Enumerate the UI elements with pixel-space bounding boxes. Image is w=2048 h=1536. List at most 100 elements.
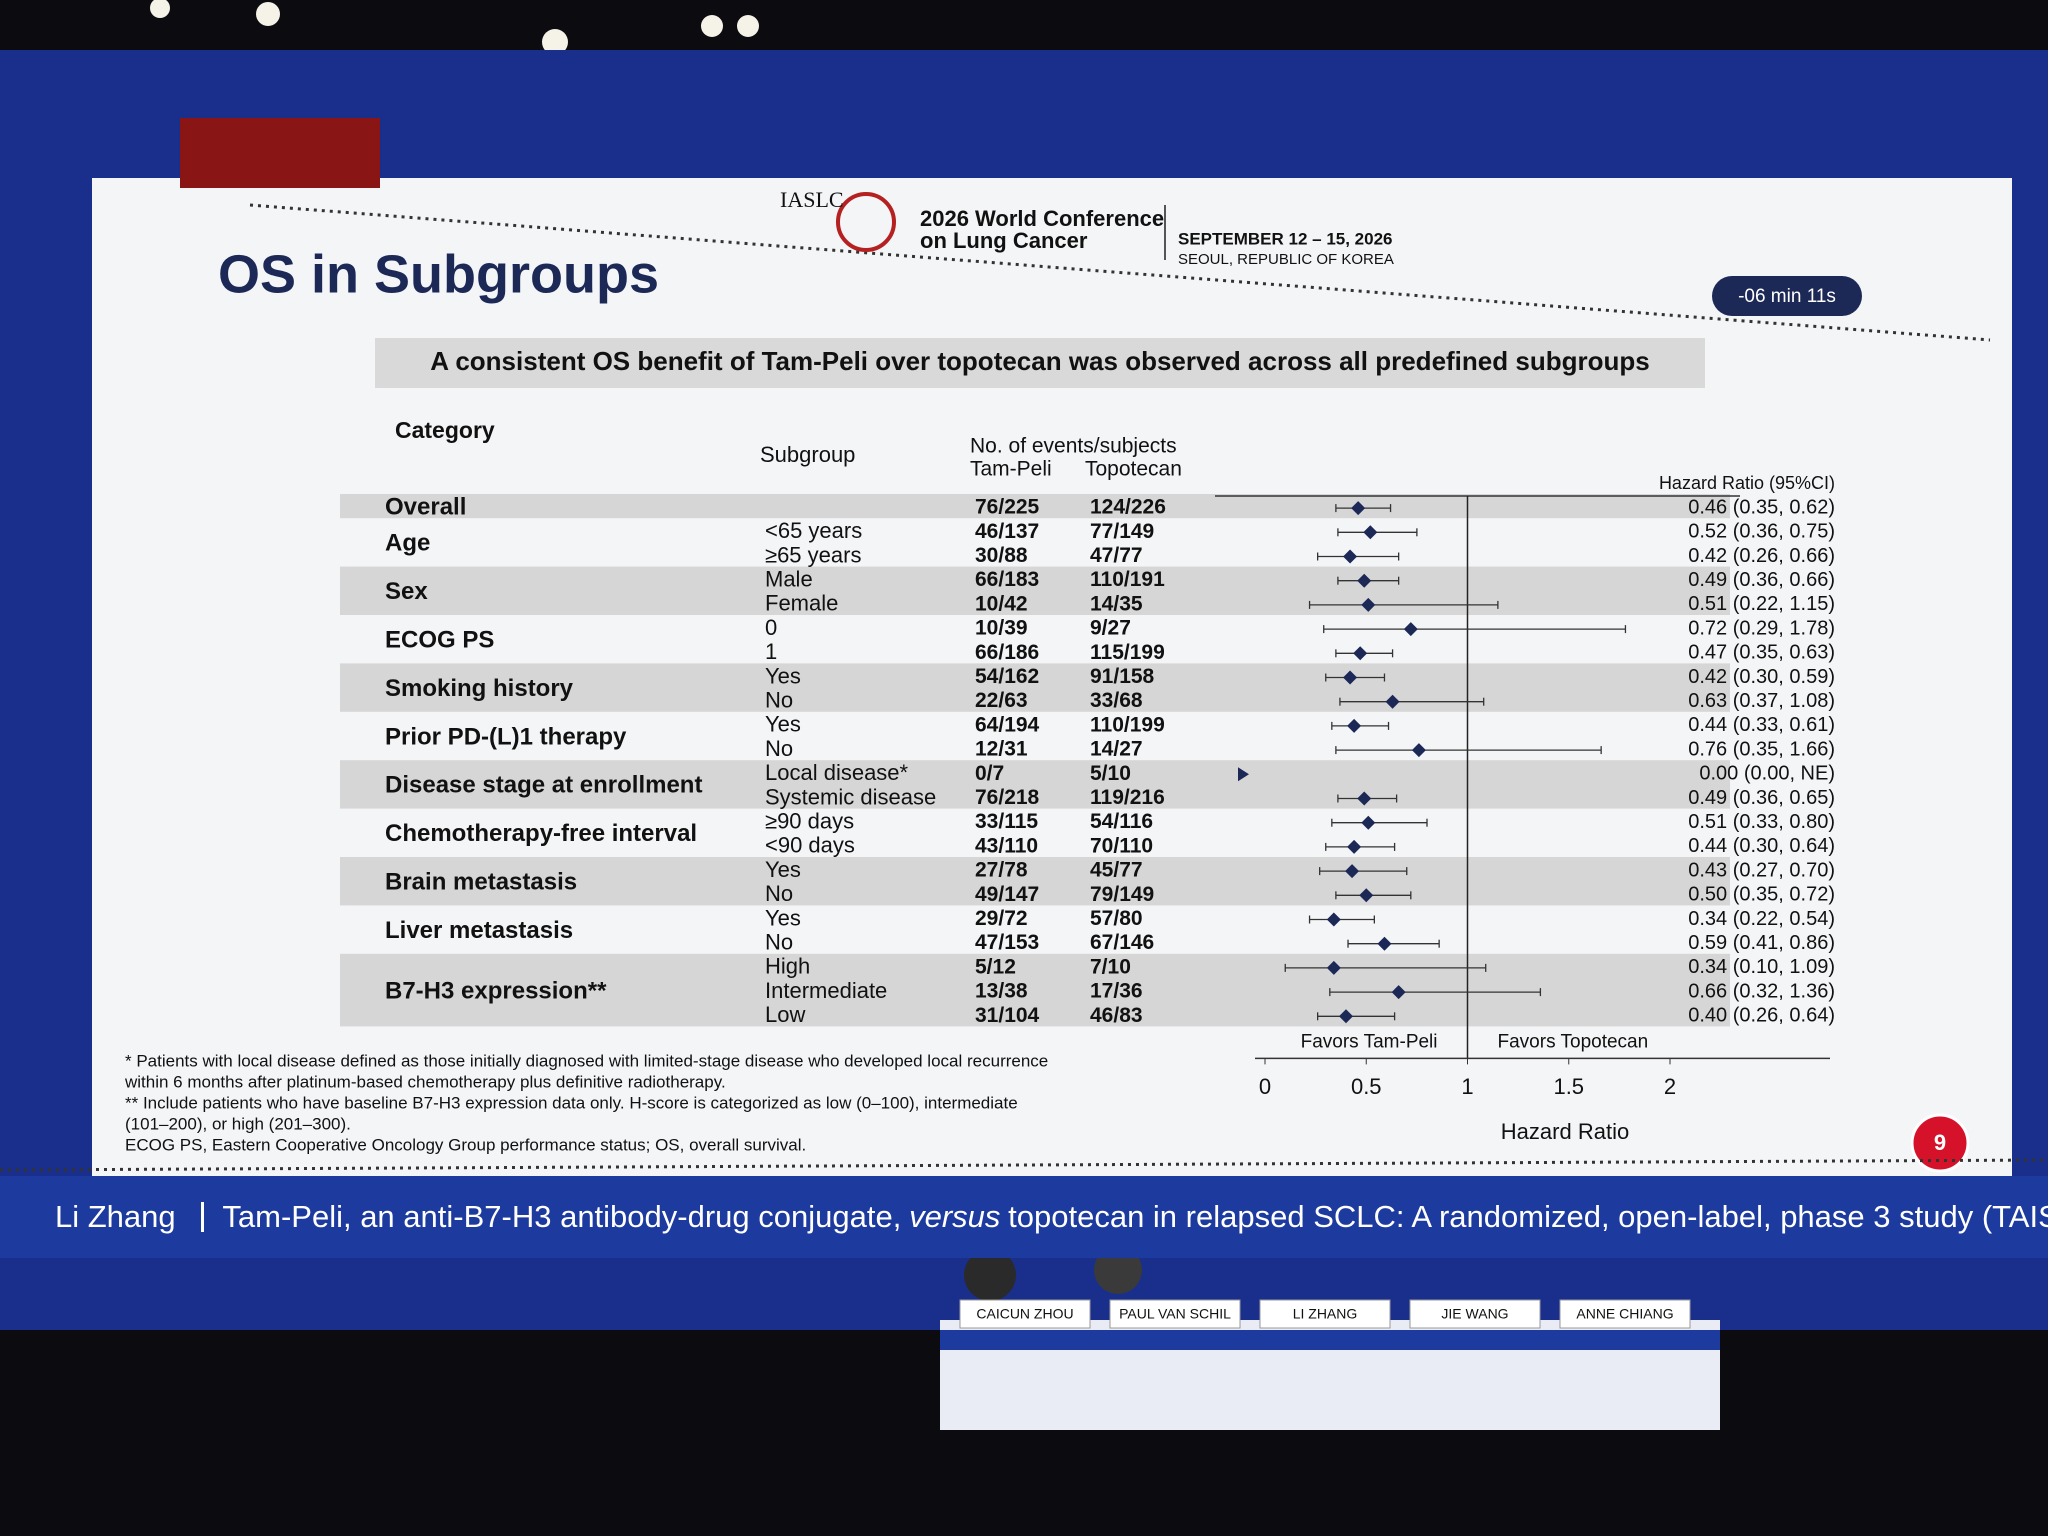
arm2-events: 124/226 (1090, 496, 1166, 519)
subgroup-label: Local disease* (765, 760, 909, 785)
footer-banner: Li Zhang Tam-Peli, an anti-B7-H3 antibod… (0, 1176, 2048, 1258)
arm2-events: 91/158 (1090, 665, 1155, 688)
hr-marker (1238, 767, 1249, 782)
arm2-events: 5/10 (1090, 762, 1131, 785)
talk-title: versus (909, 1199, 1001, 1234)
hr-label: 0.40 (0.26, 0.64) (1688, 1005, 1835, 1027)
row-shading (340, 760, 1730, 809)
panelist-name: ANNE CHIANG (1576, 1306, 1673, 1322)
category-label: Brain metastasis (385, 869, 577, 896)
subgroup-label: Yes (765, 905, 801, 930)
hr-marker (1361, 597, 1376, 612)
footnote: ECOG PS, Eastern Cooperative Oncology Gr… (125, 1135, 806, 1154)
row-shading (340, 857, 1730, 906)
arm1-events: 64/194 (975, 713, 1040, 736)
hr-marker (1411, 743, 1426, 758)
conference-name: on Lung Cancer (920, 228, 1088, 253)
arm2-events: 14/35 (1090, 592, 1143, 615)
arm1-events: 10/39 (975, 617, 1028, 640)
arm1-events: 12/31 (975, 738, 1028, 761)
subgroup-label: Male (765, 567, 813, 592)
category-label: Prior PD-(L)1 therapy (385, 723, 627, 750)
arm2-events: 33/68 (1090, 689, 1143, 712)
hr-label: 0.51 (0.33, 0.80) (1688, 811, 1835, 833)
slide-corner-art (180, 118, 380, 188)
category-label: ECOG PS (385, 627, 494, 654)
arm2-events: 54/116 (1090, 810, 1153, 833)
hr-label: 0.44 (0.30, 0.64) (1688, 835, 1835, 857)
panelist (964, 1249, 1016, 1301)
column-header: Topotecan (1085, 458, 1182, 481)
name-card (1259, 1299, 1391, 1329)
subgroup-label: Female (765, 591, 838, 616)
hr-marker (1345, 864, 1360, 879)
conference-name: 2026 World Conference (920, 206, 1164, 231)
hr-label: 0.42 (0.30, 0.59) (1688, 666, 1835, 688)
subgroup-label: No (765, 736, 793, 761)
footnotes: * Patients with local disease defined as… (124, 1051, 1048, 1154)
separator (201, 1202, 205, 1232)
conference-dates: SEPTEMBER 12 – 15, 2026 (1178, 229, 1393, 248)
category-label: Age (385, 530, 430, 557)
x-tick-label: 1.5 (1553, 1074, 1584, 1099)
category-label: Disease stage at enrollment (385, 772, 702, 799)
arm1-events: 29/72 (975, 907, 1028, 930)
arm1-events: 13/38 (975, 980, 1028, 1003)
arm2-events: 119/216 (1090, 786, 1165, 809)
talk-title: topotecan in relapsed SCLC: A randomized… (1008, 1199, 2048, 1234)
hr-label: 0.66 (0.32, 1.36) (1688, 980, 1835, 1002)
arm1-events: 76/218 (975, 786, 1040, 809)
speaker: Li Zhang (55, 1199, 176, 1234)
panelist (1094, 1246, 1142, 1294)
hr-marker (1357, 573, 1372, 588)
subgroup-label: No (765, 881, 793, 906)
hr-marker (1339, 1009, 1353, 1024)
hr-marker (1347, 839, 1362, 854)
hr-label: 0.51 (0.22, 1.15) (1688, 593, 1835, 615)
hr-label: 0.00 (0.00, NE) (1699, 763, 1835, 785)
arm1-events: 66/183 (975, 568, 1039, 591)
conference-logo (836, 192, 896, 252)
arm2-events: 46/83 (1090, 1004, 1143, 1027)
arm1-events: 47/153 (975, 931, 1039, 954)
hr-marker (1403, 622, 1418, 637)
hr-marker (1385, 694, 1400, 709)
footnote: within 6 months after platinum-based che… (124, 1072, 726, 1091)
category-label: B7-H3 expression** (385, 977, 607, 1004)
subgroup-label: 0 (765, 615, 777, 640)
x-tick-label: 0 (1259, 1074, 1271, 1099)
hr-label: 0.50 (0.35, 0.72) (1688, 884, 1835, 906)
arm2-events: 110/191 (1090, 568, 1165, 591)
hr-label: 0.43 (0.27, 0.70) (1688, 859, 1835, 881)
hr-marker (1377, 936, 1392, 951)
hr-marker (1326, 960, 1341, 975)
hr-marker (1353, 646, 1368, 661)
x-tick-label: 1 (1461, 1074, 1473, 1099)
slide-title: OS in Subgroups (218, 244, 659, 304)
arm1-events: 54/162 (975, 665, 1039, 688)
arm1-events: 31/104 (975, 1004, 1040, 1027)
subgroup-label: No (765, 930, 793, 955)
hr-marker (1391, 985, 1406, 1000)
hr-marker (1361, 815, 1376, 830)
page-number: 9 (1934, 1130, 1946, 1155)
hr-label: 0.44 (0.33, 0.61) (1688, 714, 1835, 736)
arm1-events: 30/88 (975, 544, 1028, 567)
hr-marker (1357, 791, 1372, 806)
panelist-name: JIE WANG (1441, 1306, 1508, 1322)
subgroup-label: Low (765, 1002, 805, 1027)
hr-label: 0.42 (0.26, 0.66) (1688, 545, 1835, 567)
hr-label: 0.76 (0.35, 1.66) (1688, 738, 1835, 760)
category-label: Liver metastasis (385, 917, 573, 944)
arm2-events: 9/27 (1090, 617, 1131, 640)
row-shading (340, 663, 1730, 712)
arm2-events: 67/146 (1090, 931, 1154, 954)
subtitle: A consistent OS benefit of Tam-Peli over… (430, 346, 1649, 376)
hr-label: 0.49 (0.36, 0.65) (1688, 787, 1835, 809)
arm1-events: 27/78 (975, 859, 1028, 882)
subtitle-bar (375, 338, 1705, 388)
talk-title: Tam-Peli, an anti-B7-H3 antibody-drug co… (222, 1199, 902, 1234)
hr-marker (1343, 549, 1358, 564)
subgroup-label: <65 years (765, 518, 862, 543)
